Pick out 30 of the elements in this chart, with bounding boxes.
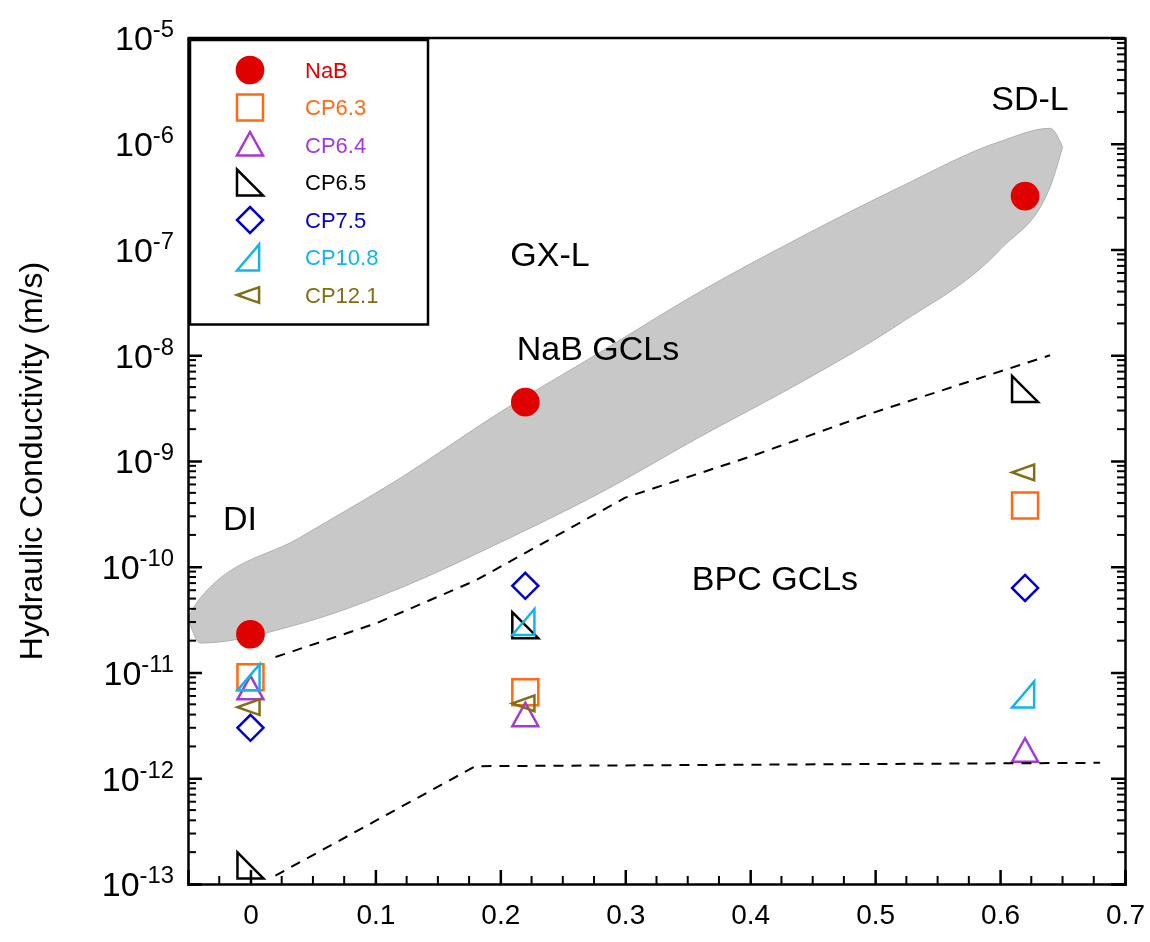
x-tick-label: 0.7: [1106, 898, 1145, 930]
y-tick-label: 10$^{-13}$: [101, 860, 174, 904]
annotation: SD-L: [991, 78, 1069, 117]
annotation: BPC GCLs: [691, 558, 859, 597]
legend-label: CP6.3: [305, 95, 367, 121]
y-tick-label: 10$^{-9}$: [115, 437, 174, 481]
annotation: NaB GCLs: [516, 328, 680, 367]
x-tick-label: 0.6: [981, 898, 1021, 930]
legend-label: NaB: [305, 57, 348, 83]
x-tick-label: 0.1: [356, 898, 396, 930]
legend-label: CP7.5: [305, 207, 367, 233]
legend-label: CP12.1: [305, 282, 379, 308]
y-tick-label: 10$^{-12}$: [101, 755, 174, 798]
y-tick-label: 10$^{-8}$: [115, 332, 174, 375]
legend-label: CP10.8: [305, 245, 379, 271]
x-tick-label: 0.5: [856, 898, 896, 930]
y-tick-label: 10$^{-7}$: [115, 226, 174, 269]
y-tick-label: 10$^{-5}$: [115, 14, 174, 58]
x-tick-label: 0: [243, 898, 259, 930]
annotation: GX-L: [510, 234, 590, 273]
y-axis-title: Hydraulic Conductivity (m/s): [13, 261, 49, 661]
legend-label: CP6.5: [305, 170, 367, 196]
x-tick-label: 0.4: [731, 898, 771, 930]
legend-label: CP6.4: [305, 132, 367, 158]
annotation: DI: [223, 498, 257, 537]
y-tick-label: 10$^{-10}$: [101, 543, 174, 587]
y-tick-label: 10$^{-6}$: [115, 120, 174, 164]
x-tick-label: 0.2: [481, 898, 521, 930]
x-tick-label: 0.3: [606, 898, 646, 930]
y-tick-label: 10$^{-11}$: [103, 649, 174, 692]
